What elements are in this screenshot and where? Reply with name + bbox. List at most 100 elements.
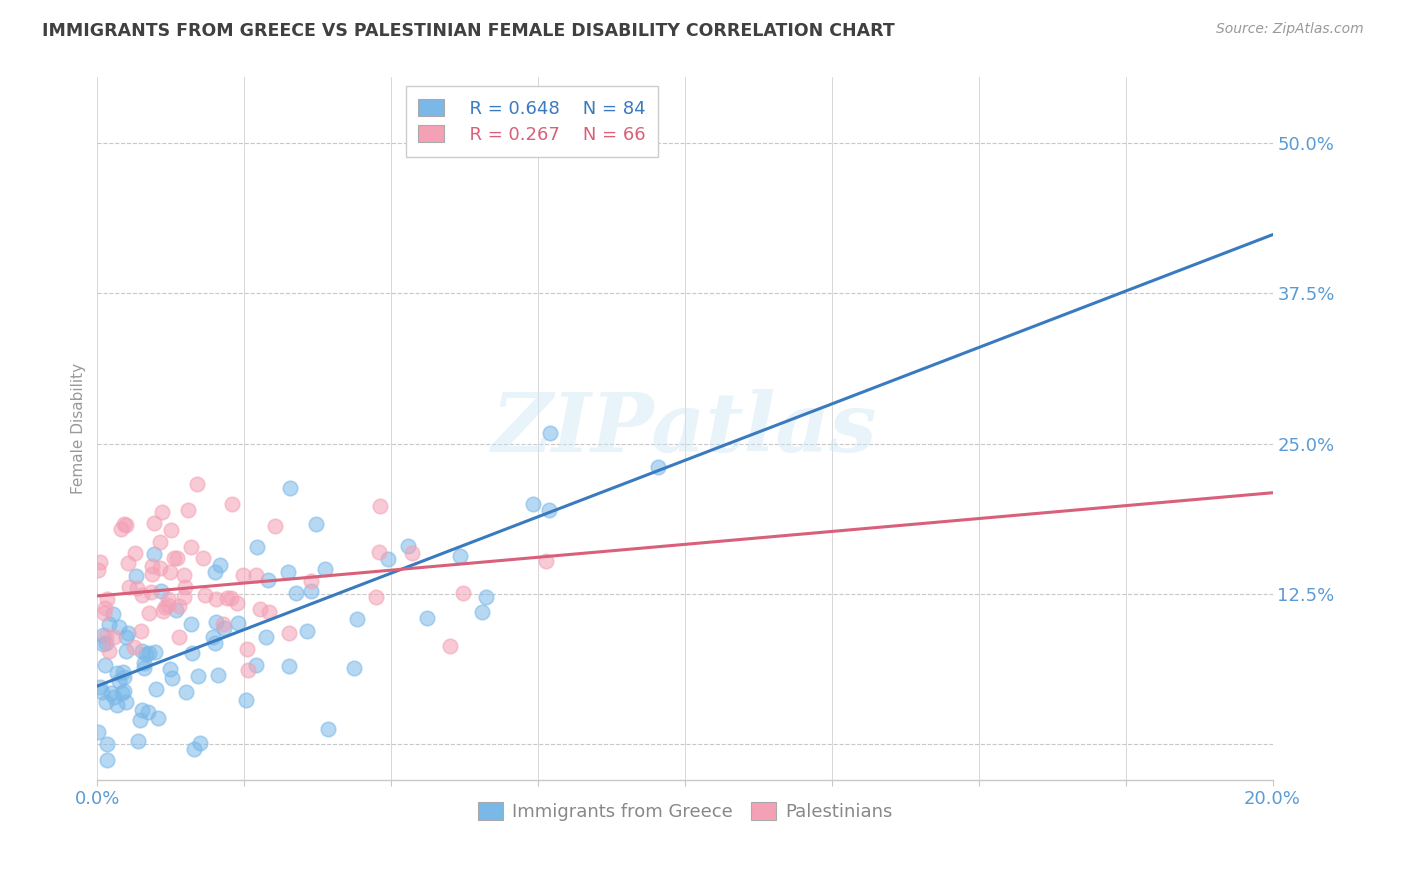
- Point: [129, 624, 152, 638]
- Point: [316, 723, 339, 737]
- Point: [108, 674, 131, 689]
- Point: [277, 565, 299, 579]
- Point: [277, 626, 299, 640]
- Point: [181, 646, 204, 660]
- Point: [259, 605, 281, 619]
- Point: [475, 590, 498, 604]
- Point: [249, 601, 271, 615]
- Point: [245, 657, 267, 672]
- Point: [277, 659, 299, 673]
- Point: [166, 551, 188, 566]
- Point: [122, 640, 145, 655]
- Point: [219, 591, 242, 605]
- Point: [416, 611, 439, 625]
- Point: [87, 725, 110, 739]
- Text: Source: ZipAtlas.com: Source: ZipAtlas.com: [1216, 22, 1364, 37]
- Point: [401, 546, 423, 560]
- Point: [208, 558, 231, 572]
- Text: IMMIGRANTS FROM GREECE VS PALESTINIAN FEMALE DISABILITY CORRELATION CHART: IMMIGRANTS FROM GREECE VS PALESTINIAN FE…: [42, 22, 896, 40]
- Point: [159, 565, 181, 579]
- Point: [194, 588, 217, 602]
- Point: [98, 616, 121, 631]
- Point: [115, 644, 138, 658]
- Point: [235, 641, 257, 656]
- Point: [180, 617, 202, 632]
- Point: [285, 586, 308, 600]
- Point: [299, 583, 322, 598]
- Point: [314, 562, 336, 576]
- Point: [131, 588, 153, 602]
- Point: [238, 663, 260, 677]
- Point: [647, 460, 669, 475]
- Point: [100, 686, 122, 700]
- Point: [174, 685, 197, 699]
- Point: [86, 563, 108, 577]
- Point: [368, 545, 391, 559]
- Point: [139, 584, 162, 599]
- Point: [117, 557, 139, 571]
- Point: [114, 630, 136, 644]
- Point: [94, 601, 117, 615]
- Point: [162, 551, 184, 566]
- Point: [157, 599, 180, 613]
- Point: [110, 686, 132, 700]
- Point: [173, 567, 195, 582]
- Point: [537, 502, 560, 516]
- Point: [202, 630, 225, 644]
- Point: [145, 681, 167, 696]
- Point: [112, 684, 135, 698]
- Point: [134, 657, 156, 671]
- Point: [205, 615, 228, 629]
- Point: [226, 616, 249, 631]
- Point: [221, 497, 243, 511]
- Point: [103, 630, 125, 644]
- Point: [534, 554, 557, 568]
- Point: [103, 607, 125, 621]
- Point: [118, 580, 141, 594]
- Point: [368, 499, 391, 513]
- Point: [112, 670, 135, 684]
- Point: [186, 477, 208, 491]
- Point: [204, 591, 226, 606]
- Text: ZIPatlas: ZIPatlas: [492, 389, 877, 468]
- Point: [439, 639, 461, 653]
- Point: [136, 706, 159, 720]
- Point: [173, 591, 195, 605]
- Point: [217, 591, 239, 606]
- Point: [105, 698, 128, 712]
- Point: [183, 742, 205, 756]
- Point: [187, 669, 209, 683]
- Point: [157, 592, 180, 607]
- Legend: Immigrants from Greece, Palestinians: Immigrants from Greece, Palestinians: [465, 789, 905, 834]
- Point: [152, 604, 174, 618]
- Point: [167, 599, 190, 614]
- Point: [138, 606, 160, 620]
- Point: [471, 605, 494, 619]
- Point: [131, 703, 153, 717]
- Point: [165, 602, 187, 616]
- Point: [94, 695, 117, 709]
- Point: [204, 566, 226, 580]
- Point: [149, 535, 172, 549]
- Point: [146, 711, 169, 725]
- Point: [141, 559, 163, 574]
- Point: [204, 635, 226, 649]
- Point: [142, 516, 165, 530]
- Point: [129, 713, 152, 727]
- Point: [449, 549, 471, 564]
- Point: [235, 693, 257, 707]
- Point: [226, 596, 249, 610]
- Point: [343, 661, 366, 675]
- Point: [134, 661, 156, 675]
- Point: [112, 665, 135, 679]
- Point: [89, 680, 111, 694]
- Point: [305, 516, 328, 531]
- Point: [93, 628, 115, 642]
- Point: [149, 561, 172, 575]
- Point: [127, 734, 149, 748]
- Point: [96, 737, 118, 751]
- Point: [94, 657, 117, 672]
- Point: [138, 646, 160, 660]
- Point: [167, 630, 190, 644]
- Point: [105, 666, 128, 681]
